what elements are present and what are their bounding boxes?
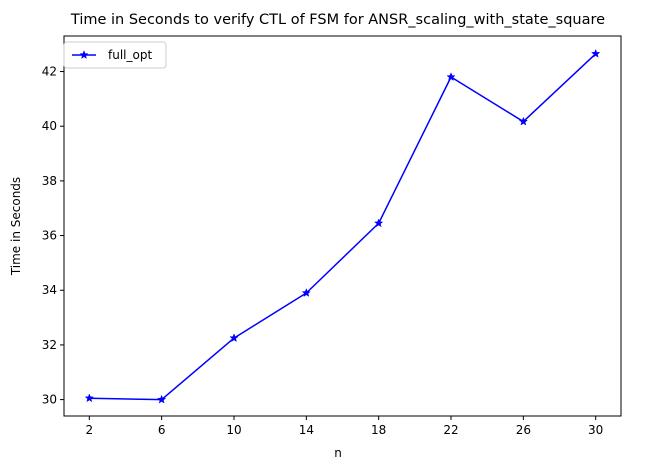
y-tick-label: 34 xyxy=(42,283,57,297)
data-point-marker xyxy=(518,116,529,126)
plot-frame xyxy=(63,35,622,417)
legend: full_opt xyxy=(63,41,167,69)
x-axis: 2 6 10 14 18 22 26 30 xyxy=(85,416,603,437)
y-tick-label: 36 xyxy=(42,229,57,243)
data-point-marker xyxy=(84,393,94,403)
legend-label: full_opt xyxy=(108,48,152,62)
series-line xyxy=(89,53,597,401)
data-point-marker xyxy=(156,394,167,404)
y-axis: 30 32 34 36 38 40 42 xyxy=(42,65,64,407)
x-tick-label: 6 xyxy=(158,423,166,437)
x-axis-label: n xyxy=(334,446,342,460)
x-tick-label: 10 xyxy=(226,423,241,437)
x-tick-label: 30 xyxy=(588,423,603,437)
y-tick-label: 42 xyxy=(42,65,57,79)
y-tick-label: 30 xyxy=(42,393,57,407)
y-tick-label: 40 xyxy=(42,119,57,133)
x-tick-label: 2 xyxy=(85,423,93,437)
series-layer xyxy=(84,48,601,404)
x-tick-label: 14 xyxy=(299,423,314,437)
chart-title: Time in Seconds to verify CTL of FSM for… xyxy=(70,12,605,28)
data-point-marker xyxy=(229,333,239,343)
data-point-marker xyxy=(374,218,384,228)
data-point-marker xyxy=(591,48,601,58)
data-point-marker xyxy=(446,72,456,81)
y-tick-label: 38 xyxy=(42,174,57,188)
x-tick-label: 26 xyxy=(516,423,531,437)
legend-star-marker xyxy=(79,50,89,59)
y-axis-label: Time in Seconds xyxy=(9,177,23,276)
plot-area xyxy=(63,35,622,417)
x-tick-label: 18 xyxy=(371,423,386,437)
y-tick-label: 32 xyxy=(42,338,57,352)
x-tick-label: 22 xyxy=(443,423,458,437)
legend-box xyxy=(63,41,167,69)
data-point-marker xyxy=(301,288,311,297)
